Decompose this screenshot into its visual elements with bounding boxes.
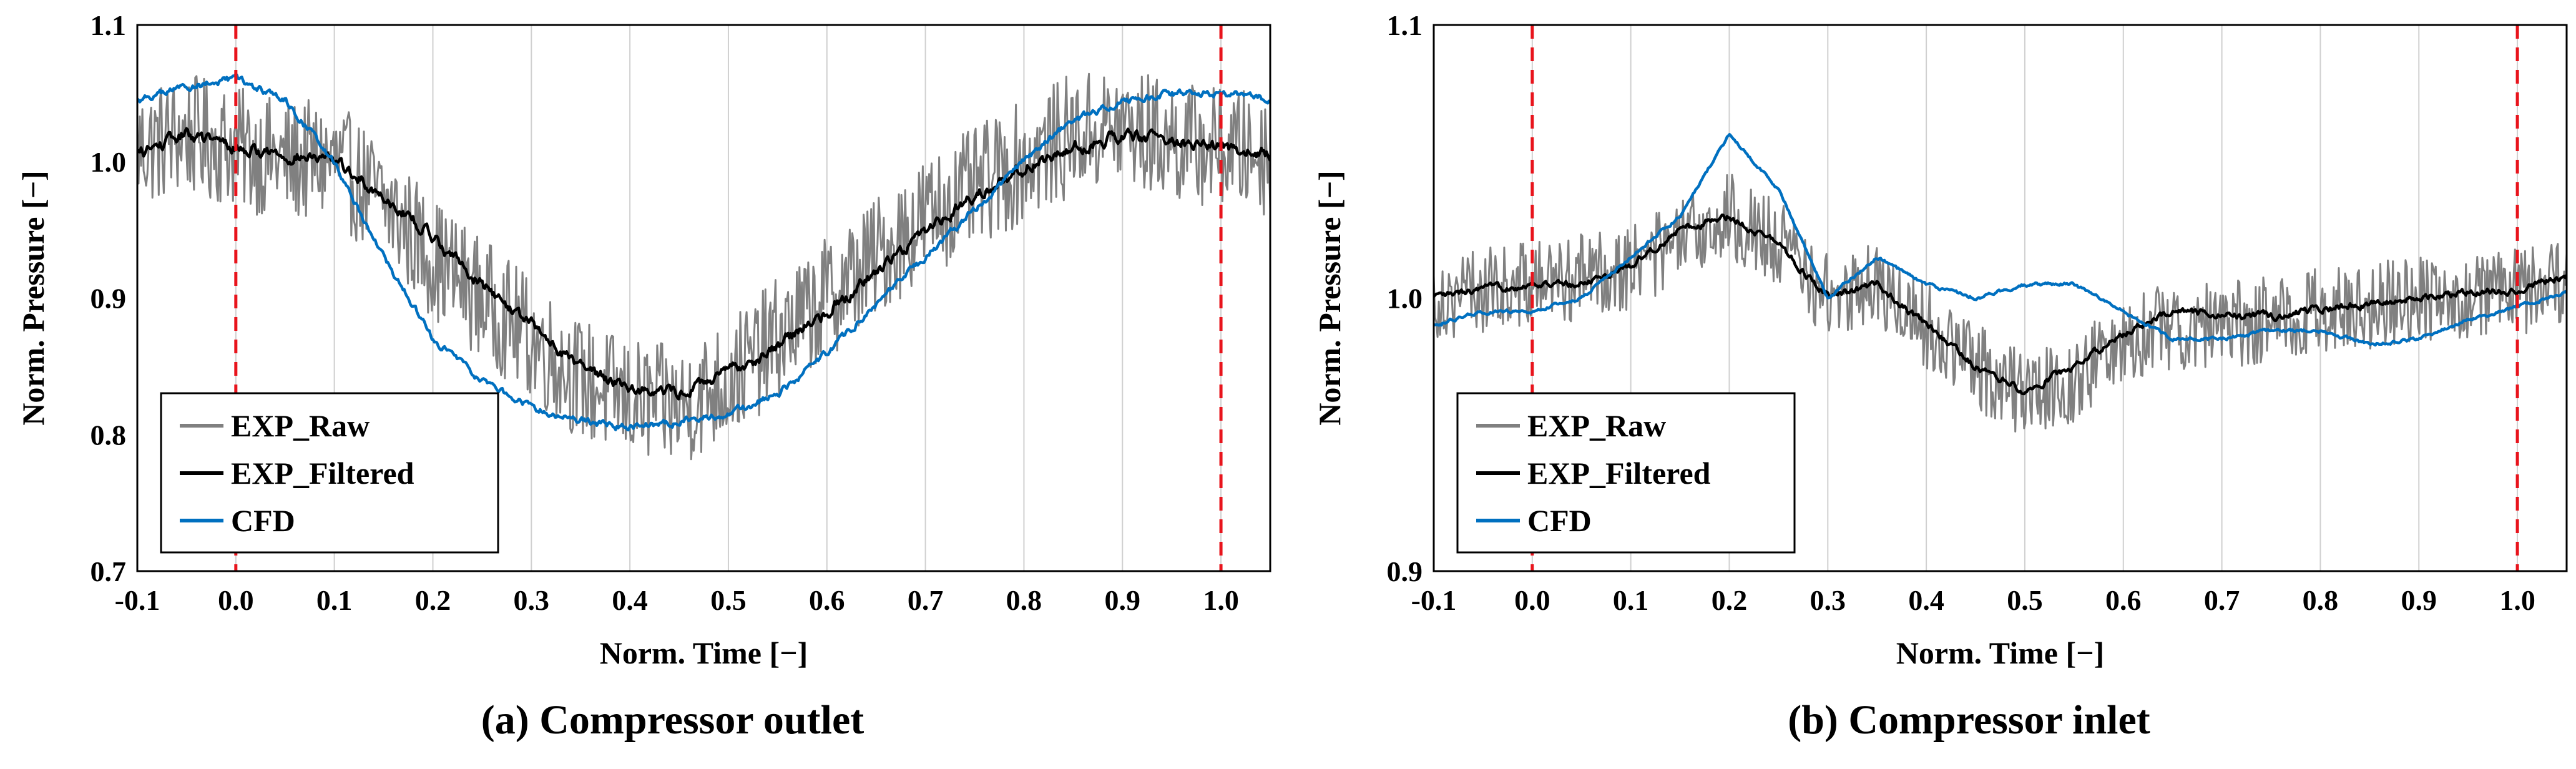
inlet-legend-label: EXP_Filtered [1527,456,1711,491]
inlet-y-tick-label: 1.1 [1387,9,1423,41]
outlet-plot-frame [136,24,1271,572]
outlet-series-group [137,72,1270,461]
outlet-legend-label: CFD [231,503,295,538]
inlet-y-tick-label: 1.0 [1387,283,1423,315]
outlet-x-tick-label: 0.6 [809,584,845,616]
outlet-y-tick-label: 0.8 [91,419,127,451]
outlet-series-exp-raw [137,72,1270,461]
outlet-x-tick-label: 0.7 [908,584,944,616]
outlet-x-tick-label: 0.5 [710,584,747,616]
inlet-x-tick-label: 0.9 [2401,584,2437,616]
inlet-y-axis-label: Norm. Pressure [−] [1312,170,1347,425]
outlet-x-axis-label: Norm. Time [−] [600,635,808,670]
inlet-series-exp-filtered [1434,213,2567,396]
inlet-x-tick-label: 0.2 [1712,584,1748,616]
inlet-legend-label: CFD [1527,503,1592,538]
inlet-x-tick-label: 0.5 [2007,584,2043,616]
outlet-x-tick-label: 0.3 [514,584,550,616]
outlet-y-tick-label: 0.7 [91,556,127,587]
outlet-x-tick-label: 0.4 [612,584,648,616]
inlet-caption: (b) Compressor inlet [1788,697,2150,743]
outlet-x-tick-label: -0.1 [115,584,160,616]
outlet-series-cfd [137,73,1270,432]
outlet-x-tick-label: 0.2 [415,584,451,616]
inlet-series-group [1434,133,2567,433]
outlet-x-tick-label: 0.9 [1105,584,1141,616]
outlet-y-tick-label: 1.0 [91,146,127,178]
inlet-x-tick-label: 0.3 [1810,584,1846,616]
inlet-x-tick-label: 0.0 [1514,584,1550,616]
outlet-legend-label: EXP_Raw [231,408,370,443]
outlet-legend: EXP_Raw EXP_Filtered CFD [160,392,499,554]
inlet-x-tick-label: 0.6 [2105,584,2142,616]
chart-compressor-inlet: -0.1 0.0 0.1 0.2 0.3 0.4 0.5 0.6 0.7 0.8 0.9 1.0 0.9… [1312,9,2568,743]
inlet-x-axis-label: Norm. Time [−] [1896,635,2105,670]
inlet-plot-frame [1432,24,2568,572]
inlet-x-tick-label: 0.7 [2204,584,2240,616]
inlet-x-tick-label: 0.1 [1613,584,1649,616]
inlet-x-tick-label: -0.1 [1411,584,1457,616]
inlet-x-tick-label: 1.0 [2499,584,2535,616]
outlet-legend-label: EXP_Filtered [231,456,414,491]
outlet-y-axis-label: Norm. Pressure [−] [16,170,51,425]
outlet-y-tick-label: 1.1 [91,9,127,41]
inlet-series-exp-raw [1434,174,2567,433]
inlet-y-tick-label: 0.9 [1387,556,1423,587]
outlet-x-tick-label: 0.1 [316,584,353,616]
outlet-caption: (a) Compressor outlet [481,697,864,743]
inlet-x-tick-label: 0.8 [2303,584,2339,616]
outlet-x-tick-label: 0.0 [218,584,254,616]
inlet-legend: EXP_Raw EXP_Filtered CFD [1456,392,1796,554]
inlet-x-tick-label: 0.4 [1908,584,1944,616]
inlet-series-cfd [1434,133,2567,347]
chart-compressor-outlet: -0.1 0.0 0.1 0.2 0.3 0.4 0.5 0.6 0.7 0.8 0.9 1.0 0.7… [16,9,1271,743]
outlet-x-tick-label: 1.0 [1203,584,1239,616]
outlet-y-tick-label: 0.9 [91,283,127,315]
outlet-x-tick-label: 0.8 [1006,584,1042,616]
inlet-legend-label: EXP_Raw [1527,408,1666,443]
